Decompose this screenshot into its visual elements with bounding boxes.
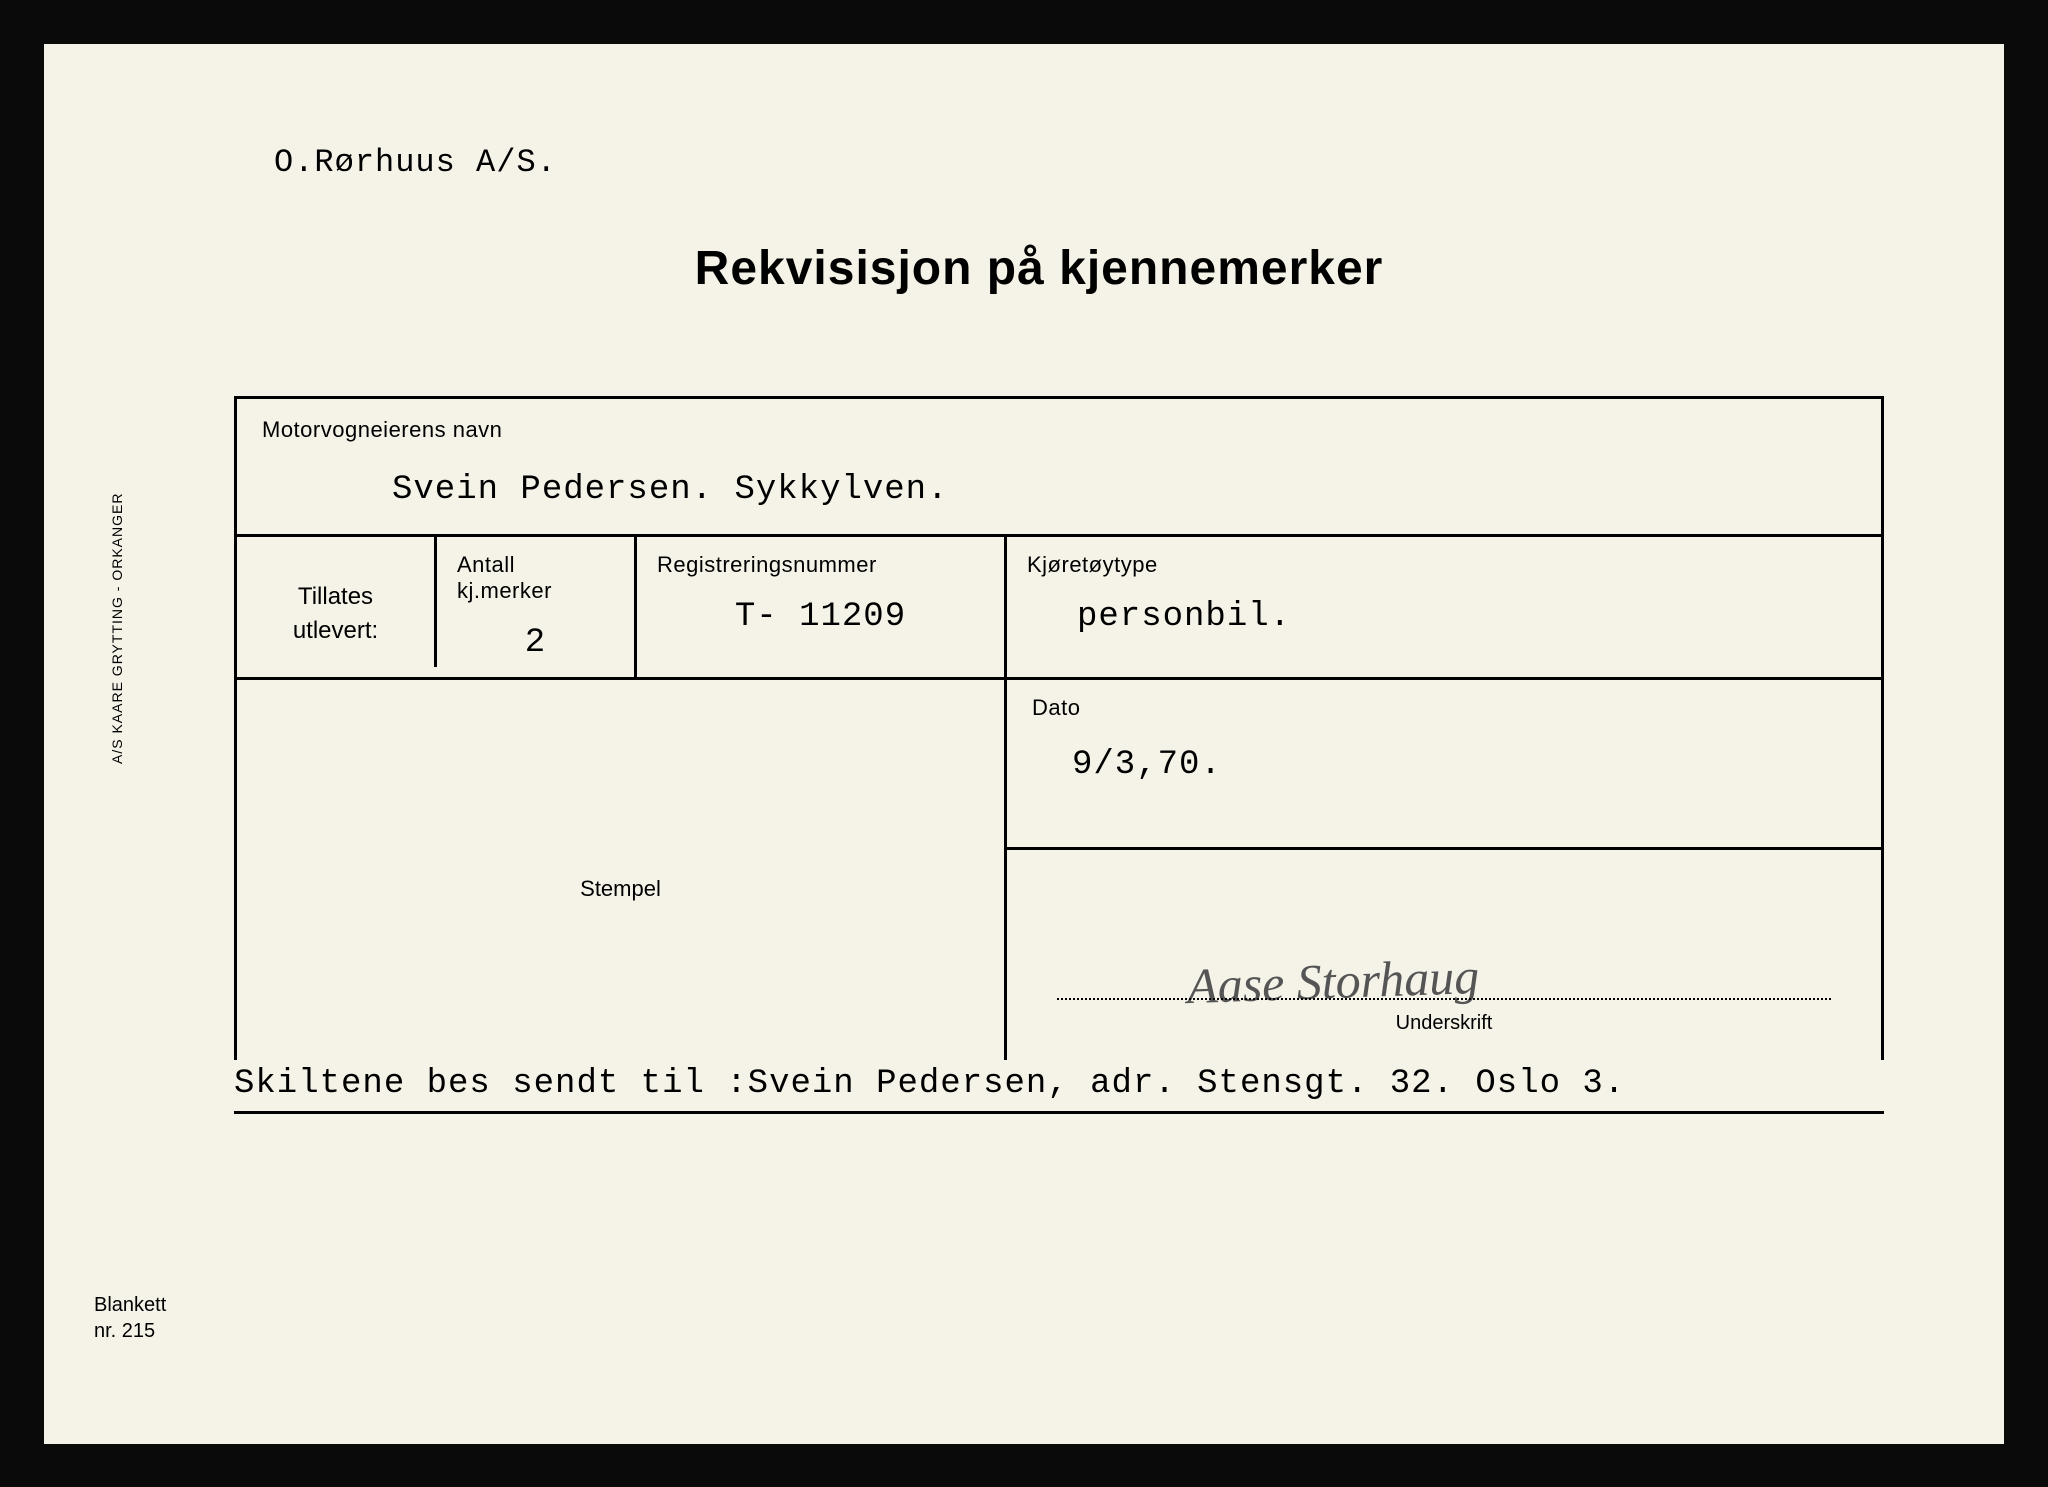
stempel-cell: Stempel	[237, 680, 1007, 1060]
right-cells: Dato 9/3,70. Aase Storhaug Underskrift	[1007, 680, 1881, 1060]
signature: Aase Storhaug	[1186, 946, 1480, 1014]
antall-cell: Antall kj.merker 2	[437, 537, 637, 677]
underskrift-label: Underskrift	[1396, 1012, 1493, 1035]
blankett-number: Blankett nr. 215	[94, 1292, 166, 1344]
regnr-value: T- 11209	[657, 598, 984, 636]
underskrift-cell: Aase Storhaug Underskrift	[1007, 850, 1881, 1060]
blankett-line1: Blankett	[94, 1294, 166, 1316]
tillates-label-2: utlevert:	[293, 617, 378, 644]
tillates-cell: Tillates utlevert:	[237, 537, 437, 667]
form-container: Motorvogneierens navn Svein Pedersen. Sy…	[234, 396, 1884, 1060]
antall-value: 2	[457, 624, 614, 662]
bottom-note: Skiltene bes sendt til :Svein Pedersen, …	[234, 1065, 1884, 1114]
stempel-label: Stempel	[580, 876, 661, 902]
dato-value: 9/3,70.	[1072, 746, 1856, 784]
antall-label: Antall kj.merker	[457, 552, 614, 604]
regnr-label: Registreringsnummer	[657, 552, 984, 578]
document-paper: O.Rørhuus A/S. Rekvisisjon på kjennemerk…	[44, 44, 2004, 1444]
signature-line	[1057, 998, 1831, 1000]
type-label: Kjøretøytype	[1027, 552, 1861, 578]
company-name: O.Rørhuus A/S.	[274, 144, 1904, 181]
dato-label: Dato	[1032, 695, 1856, 721]
owner-label: Motorvogneierens navn	[262, 417, 1856, 443]
tillates-label-1: Tillates	[298, 583, 373, 610]
dato-cell: Dato 9/3,70.	[1007, 680, 1881, 850]
type-cell: Kjøretøytype personbil.	[1007, 537, 1881, 677]
regnr-cell: Registreringsnummer T- 11209	[637, 537, 1007, 677]
owner-row: Motorvogneierens navn Svein Pedersen. Sy…	[237, 399, 1881, 537]
bottom-row: Stempel Dato 9/3,70. Aase Storhaug Under…	[237, 680, 1881, 1060]
blankett-line2: nr. 215	[94, 1320, 155, 1342]
printer-credit: A/S KAARE GRYTTING - ORKANGER	[109, 492, 125, 763]
form-title: Rekvisisjon på kjennemerker	[174, 241, 1904, 296]
type-value: personbil.	[1077, 598, 1861, 636]
details-row: Tillates utlevert: Antall kj.merker 2 Re…	[237, 537, 1881, 680]
owner-value: Svein Pedersen. Sykkylven.	[392, 471, 1856, 509]
